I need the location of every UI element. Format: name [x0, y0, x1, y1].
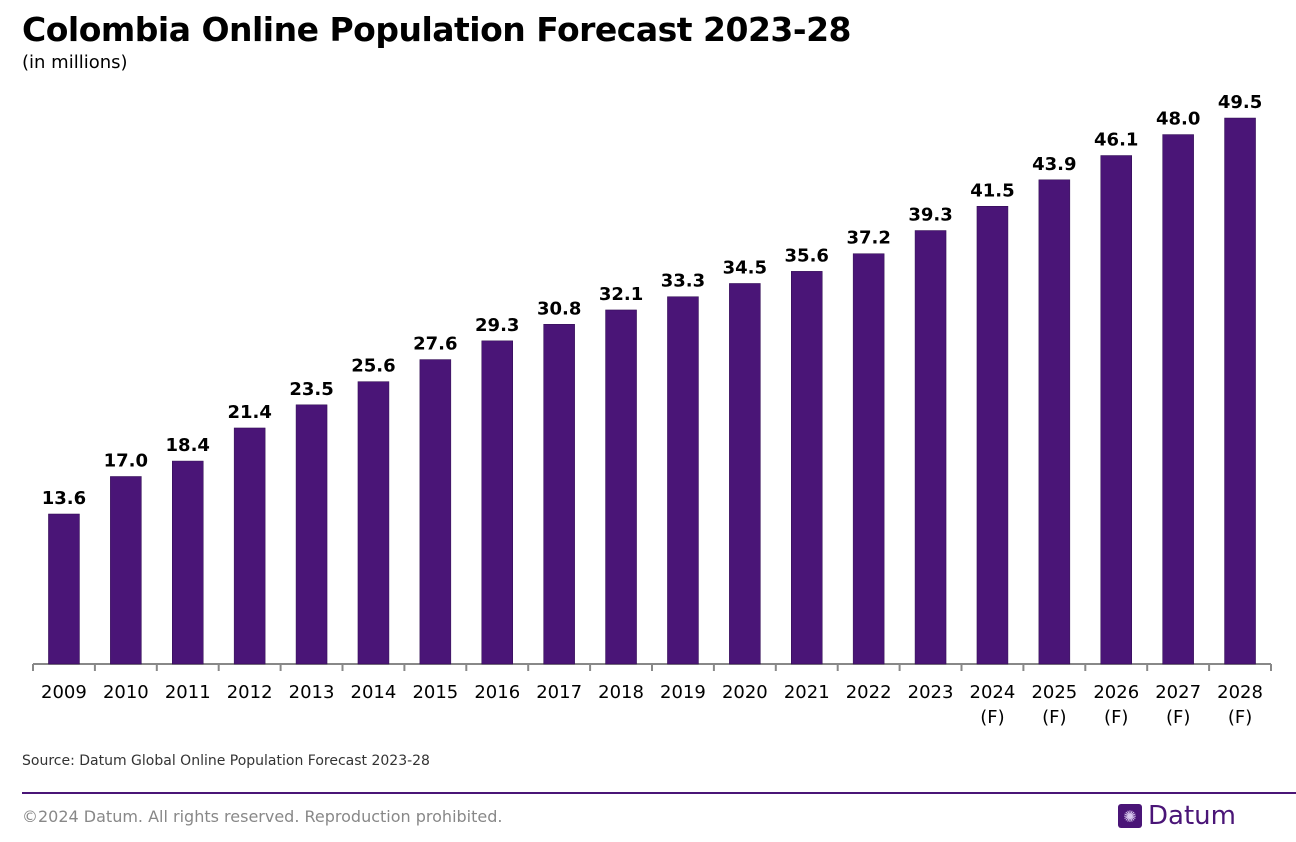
data-label: 25.6: [351, 356, 395, 377]
data-label: 27.6: [413, 334, 457, 355]
data-label: 49.5: [1218, 92, 1262, 113]
x-tick-label: 2027 (F): [1155, 682, 1201, 728]
data-label: 17.0: [104, 450, 148, 471]
data-label: 46.1: [1094, 130, 1138, 151]
footer-divider: [22, 792, 1296, 794]
bar: [357, 381, 390, 665]
x-tick-label: 2024 (F): [970, 682, 1016, 728]
bar: [481, 340, 513, 665]
data-label: 34.5: [723, 257, 767, 278]
bar: [667, 296, 699, 665]
x-tick-label: 2021: [784, 682, 830, 703]
x-tick-label: 2025 (F): [1031, 682, 1077, 728]
bar: [295, 404, 328, 665]
x-tick-label: 2016: [474, 682, 520, 703]
bar: [1100, 155, 1132, 665]
bar: [1038, 179, 1071, 665]
bar: [419, 359, 452, 665]
bar: [852, 253, 885, 665]
x-tick-label: 2026 (F): [1093, 682, 1139, 728]
data-label: 21.4: [227, 402, 271, 423]
bar: [791, 271, 823, 665]
x-tick-label: 2020: [722, 682, 768, 703]
bar: [172, 460, 204, 665]
x-tick-label: 2019: [660, 682, 706, 703]
logo-icon: ✺: [1118, 804, 1142, 828]
data-label: 48.0: [1156, 109, 1200, 130]
x-tick-label: 2013: [289, 682, 335, 703]
x-tick-label: 2018: [598, 682, 644, 703]
x-tick-label: 2022: [846, 682, 892, 703]
data-label: 33.3: [661, 271, 705, 292]
bar: [233, 427, 266, 665]
data-label: 32.1: [599, 284, 643, 305]
chart-subtitle: (in millions): [22, 52, 128, 73]
data-label: 43.9: [1032, 154, 1076, 175]
bar: [729, 283, 761, 665]
x-tick-label: 2015: [412, 682, 458, 703]
data-label: 37.2: [846, 228, 890, 249]
x-tick-label: 2014: [351, 682, 397, 703]
source-note: Source: Datum Global Online Population F…: [22, 753, 430, 769]
data-label: 29.3: [475, 315, 519, 336]
chart-title: Colombia Online Population Forecast 2023…: [22, 10, 852, 49]
bar: [543, 324, 575, 665]
bar: [48, 513, 80, 665]
x-tick-label: 2010: [103, 682, 149, 703]
x-tick-label: 2011: [165, 682, 211, 703]
bar-chart: 13.6 2009 17.0 2010 18.4 2011 21.4 2012 23.5 2013…: [32, 92, 1272, 728]
data-label: 18.4: [166, 435, 210, 456]
logo-text: Datum: [1148, 801, 1236, 831]
x-tick-label: 2023: [908, 682, 954, 703]
bar: [110, 476, 142, 665]
data-label: 13.6: [42, 488, 86, 509]
copyright: ©2024 Datum. All rights reserved. Reprod…: [22, 807, 503, 826]
bar: [914, 230, 947, 665]
x-tick-label: 2012: [227, 682, 273, 703]
data-label: 39.3: [908, 205, 952, 226]
bar: [976, 206, 1009, 665]
x-tick-label: 2009: [41, 682, 87, 703]
bar: [605, 309, 637, 665]
data-label: 35.6: [785, 245, 829, 266]
datum-logo: ✺ Datum: [1118, 801, 1236, 831]
x-tick-label: 2028 (F): [1217, 682, 1263, 728]
bar: [1224, 117, 1256, 665]
bar: [1162, 134, 1194, 665]
x-tick-label: 2017: [536, 682, 582, 703]
data-label: 41.5: [970, 180, 1014, 201]
data-label: 30.8: [537, 298, 581, 319]
data-label: 23.5: [289, 379, 333, 400]
